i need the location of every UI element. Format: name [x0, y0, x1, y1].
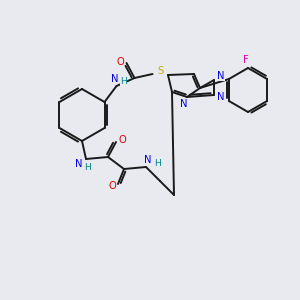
Text: N: N: [217, 92, 225, 102]
Text: O: O: [118, 135, 126, 145]
Text: N: N: [217, 71, 225, 81]
Text: O: O: [117, 57, 124, 67]
Text: N: N: [144, 155, 152, 165]
Text: F: F: [243, 55, 249, 65]
Text: H: H: [85, 164, 92, 172]
Text: O: O: [108, 181, 116, 191]
Text: H: H: [154, 158, 161, 167]
Text: S: S: [158, 66, 164, 76]
Text: N: N: [111, 74, 118, 84]
Text: H: H: [120, 77, 127, 86]
Text: N: N: [180, 99, 188, 109]
Text: N: N: [75, 159, 83, 169]
